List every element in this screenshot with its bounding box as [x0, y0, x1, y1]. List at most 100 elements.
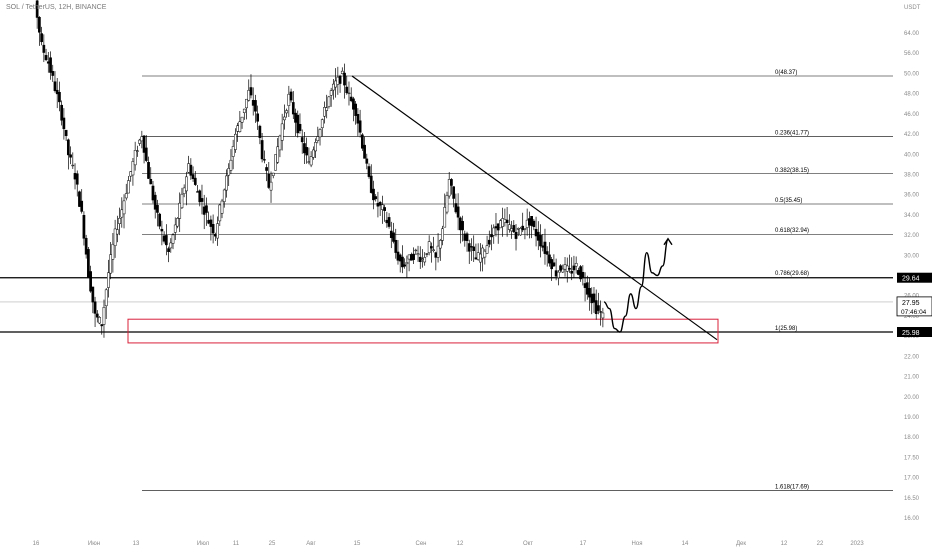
candle-body: [87, 249, 90, 278]
fib-level-label: 0.618(32.94): [775, 228, 809, 234]
candle-body: [338, 75, 342, 84]
candle-body: [198, 190, 202, 203]
time-tick-label: 2023: [850, 541, 864, 547]
candle-body: [454, 203, 458, 213]
candle-body: [320, 119, 324, 129]
support-badge-label: 25.98: [902, 330, 920, 337]
candle-body: [231, 146, 235, 157]
candle-body: [467, 243, 471, 252]
candle-body: [381, 204, 384, 210]
candle-body: [102, 307, 106, 325]
candle-body: [416, 253, 420, 256]
time-tick-label: 12: [781, 541, 788, 547]
candle-body: [307, 161, 311, 163]
candle-body: [258, 125, 262, 138]
candle-body: [597, 305, 600, 311]
price-tick-label: 24.00: [904, 314, 920, 320]
candle-body: [249, 87, 253, 96]
candle-body: [185, 176, 188, 192]
candle-body: [365, 158, 369, 164]
candle-body: [499, 220, 502, 229]
candle-body: [447, 179, 451, 197]
candle-body: [187, 163, 190, 173]
candle-body: [421, 258, 424, 260]
resistance-badge-label: 29.64: [902, 276, 920, 283]
time-tick-label: 15: [354, 541, 361, 547]
candle-body: [528, 218, 531, 226]
candle-body: [95, 313, 99, 318]
candle-body: [336, 76, 340, 85]
candle-body: [78, 191, 81, 207]
candles: [35, 0, 605, 338]
resistance-badge: [897, 272, 932, 283]
candle-body: [62, 117, 66, 130]
candle-body: [574, 263, 578, 267]
candle-body: [220, 200, 224, 214]
candle-body: [131, 161, 135, 176]
price-tick-label: 16.50: [904, 496, 920, 502]
candle-body: [289, 91, 293, 101]
candle-body: [450, 179, 453, 186]
candle-body: [501, 218, 505, 227]
price-tick-label: 42.00: [904, 132, 920, 138]
candle-body: [251, 100, 255, 106]
candle-body: [496, 223, 500, 231]
candle-body: [60, 104, 64, 121]
candle-body: [176, 218, 179, 227]
candle-body: [372, 188, 375, 201]
price-tick-label: 17.50: [904, 455, 920, 461]
candle-body: [218, 204, 222, 222]
candle-body: [144, 147, 148, 161]
candle-body: [211, 224, 215, 234]
candle-body: [287, 93, 291, 106]
candle-body: [561, 268, 565, 273]
candle-body: [53, 81, 57, 91]
price-tick-label: 32.00: [904, 233, 920, 239]
candle-body: [369, 175, 373, 193]
candle-body: [403, 264, 407, 267]
price-tick-label: 46.00: [904, 112, 920, 118]
candle-body: [378, 202, 382, 206]
price-tick-label: 17.00: [904, 476, 920, 482]
candle-body: [38, 17, 41, 33]
candle-body: [592, 293, 596, 303]
candle-body: [458, 217, 462, 231]
candle-body: [579, 266, 582, 280]
candle-body: [113, 228, 117, 246]
candle-body: [303, 143, 306, 154]
candle-body: [283, 116, 286, 121]
candle-body: [534, 228, 538, 237]
candle-body: [316, 136, 320, 141]
candle-body: [436, 245, 440, 258]
candle-body: [269, 181, 273, 191]
candle-body: [240, 116, 244, 123]
candle-body: [147, 161, 150, 179]
price-badges: 29.64 27.95 07:46:04 25.98: [896, 272, 932, 337]
time-tick-label: Дек: [736, 541, 746, 547]
time-tick-label: Авг: [306, 541, 316, 547]
candle-body: [267, 173, 271, 188]
candle-body: [260, 140, 264, 160]
candle-body: [434, 252, 438, 258]
price-tick-label: 50.00: [904, 71, 920, 77]
candle-body: [352, 98, 355, 110]
candle-body: [360, 134, 364, 149]
candle-body: [356, 114, 360, 124]
candle-body: [539, 235, 542, 247]
candle-body: [151, 185, 155, 201]
candle-body: [340, 70, 344, 74]
candle-body: [285, 110, 288, 114]
candle-body: [309, 156, 313, 166]
candle-body: [209, 219, 213, 227]
candle-body: [58, 91, 61, 103]
candle-body: [510, 228, 513, 232]
candle-body: [66, 139, 70, 156]
candle-body: [516, 228, 520, 230]
candle-body: [481, 247, 484, 259]
candle-body: [332, 83, 335, 91]
time-tick-label: 16: [33, 541, 40, 547]
candle-body: [548, 254, 551, 264]
candle-body: [314, 142, 317, 152]
candle-body: [178, 202, 182, 219]
